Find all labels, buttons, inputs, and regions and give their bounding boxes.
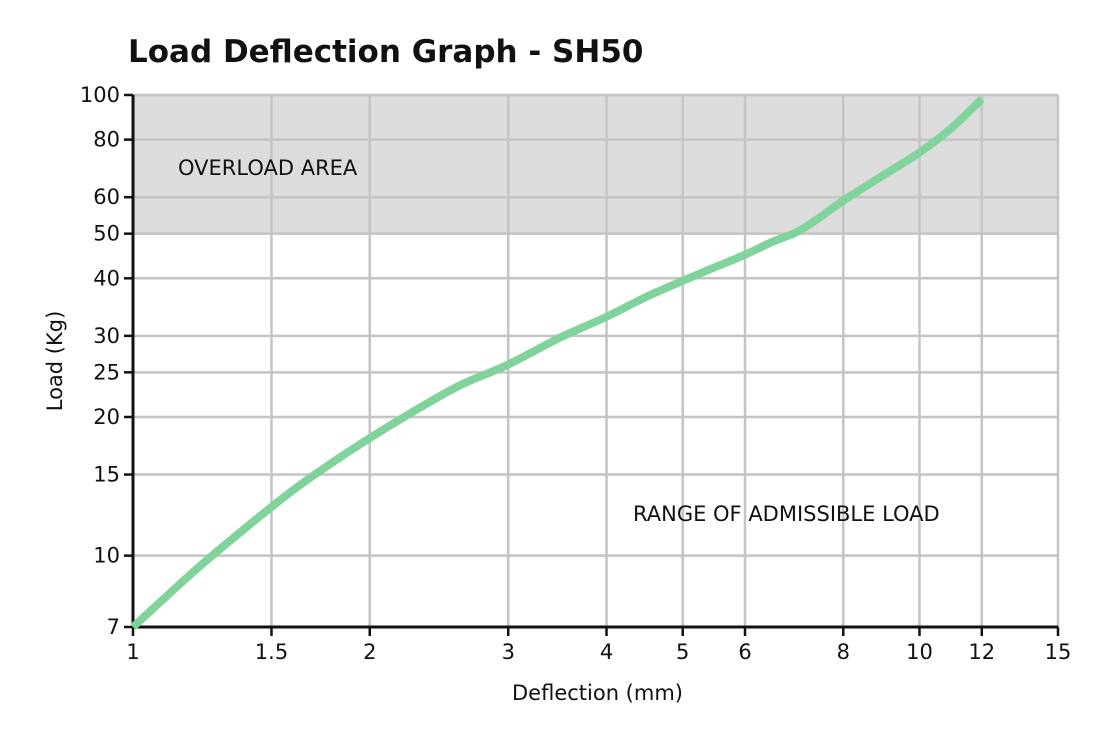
y-tick-label: 15 xyxy=(93,463,120,487)
x-tick-label: 6 xyxy=(738,640,751,664)
y-tick-label: 25 xyxy=(93,360,120,384)
x-tick-label: 3 xyxy=(502,640,515,664)
x-tick-label: 12 xyxy=(968,640,995,664)
load-curve-line xyxy=(130,96,985,630)
y-tick-label: 7 xyxy=(107,615,120,639)
grid-lines xyxy=(133,93,1060,627)
x-tick-label: 8 xyxy=(837,640,850,664)
x-tick-label: 5 xyxy=(676,640,689,664)
y-tick-label: 100 xyxy=(80,83,120,107)
y-tick-label: 20 xyxy=(93,405,120,429)
admissible-range-label: RANGE OF ADMISSIBLE LOAD xyxy=(633,502,940,526)
x-tick-label: 4 xyxy=(600,640,613,664)
chart-title: Load Deflection Graph - SH50 xyxy=(128,34,644,70)
y-tick-label: 40 xyxy=(93,266,120,290)
x-tick-label: 1.5 xyxy=(255,640,288,664)
x-axis-title: Deflection (mm) xyxy=(512,681,683,705)
tick-labels: 1 1.5 2 3 4 5 6 8 10 12 15 7 10 15 20 25 30 40 50 60 80 100 xyxy=(80,83,1071,664)
axes xyxy=(124,93,1060,636)
x-tick-label: 15 xyxy=(1045,640,1072,664)
x-tick-label: 2 xyxy=(363,640,376,664)
y-axis-title: Load (Kg) xyxy=(43,311,67,412)
x-tick-label: 10 xyxy=(906,640,933,664)
y-tick-label: 50 xyxy=(93,222,120,246)
y-tick-label: 30 xyxy=(93,324,120,348)
x-tick-label: 1 xyxy=(126,640,139,664)
overload-area-label: OVERLOAD AREA xyxy=(178,156,358,180)
y-tick-label: 80 xyxy=(93,128,120,152)
y-tick-label: 10 xyxy=(93,544,120,568)
y-tick-label: 60 xyxy=(93,185,120,209)
